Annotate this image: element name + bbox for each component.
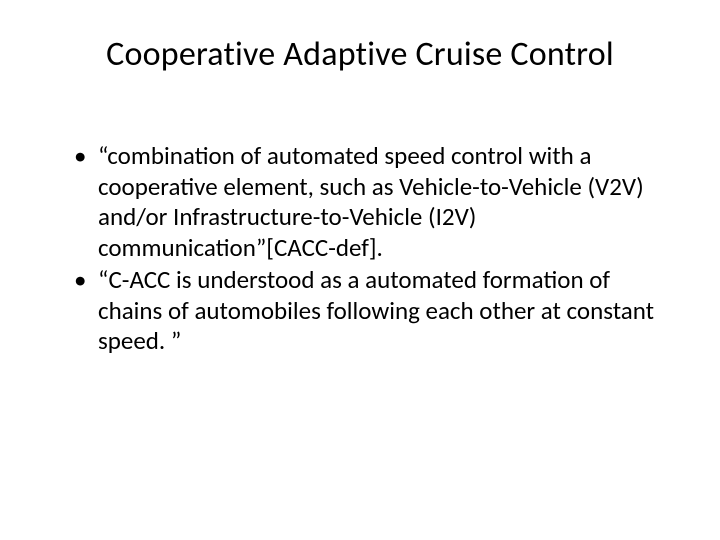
- list-item: “C-ACC is understood as a automated form…: [74, 265, 672, 357]
- slide-body: “combination of automated speed control …: [48, 141, 672, 357]
- bullet-list: “combination of automated speed control …: [74, 141, 672, 357]
- slide: Cooperative Adaptive Cruise Control “com…: [0, 0, 720, 540]
- list-item: “combination of automated speed control …: [74, 141, 672, 263]
- slide-title: Cooperative Adaptive Cruise Control: [48, 34, 672, 75]
